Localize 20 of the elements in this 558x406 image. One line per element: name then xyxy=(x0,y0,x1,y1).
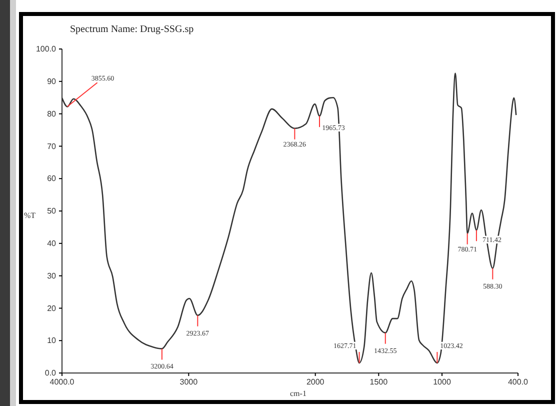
x-tick-label: 1000 xyxy=(433,378,452,387)
x-tick-label: 4000.0 xyxy=(50,378,75,387)
y-tick-label: 20 xyxy=(47,304,57,313)
x-tick-label: 3000 xyxy=(180,378,198,387)
y-axis-title: %T xyxy=(24,211,36,220)
y-tick-label: 50 xyxy=(47,206,57,216)
x-tick-label: 1500 xyxy=(370,378,388,387)
y-tick-label: 100.0 xyxy=(36,44,57,54)
y-tick-label: 0.0 xyxy=(44,368,57,378)
y-tick-label: 30 xyxy=(47,271,57,280)
y-tick-label: 40 xyxy=(47,238,57,248)
x-tick-label: 400.0 xyxy=(508,378,529,387)
y-tick-label: 80 xyxy=(47,109,57,118)
chart-title: Spectrum Name: Drug-SSG.sp xyxy=(70,24,194,35)
x-axis-title: cm-1 xyxy=(290,389,306,398)
y-tick-label: 90 xyxy=(47,76,57,86)
y-tick-label: 10 xyxy=(47,336,57,346)
y-tick-label: 60 xyxy=(47,174,57,184)
x-tick-label: 2000 xyxy=(306,378,325,387)
y-tick-label: 70 xyxy=(47,142,57,151)
